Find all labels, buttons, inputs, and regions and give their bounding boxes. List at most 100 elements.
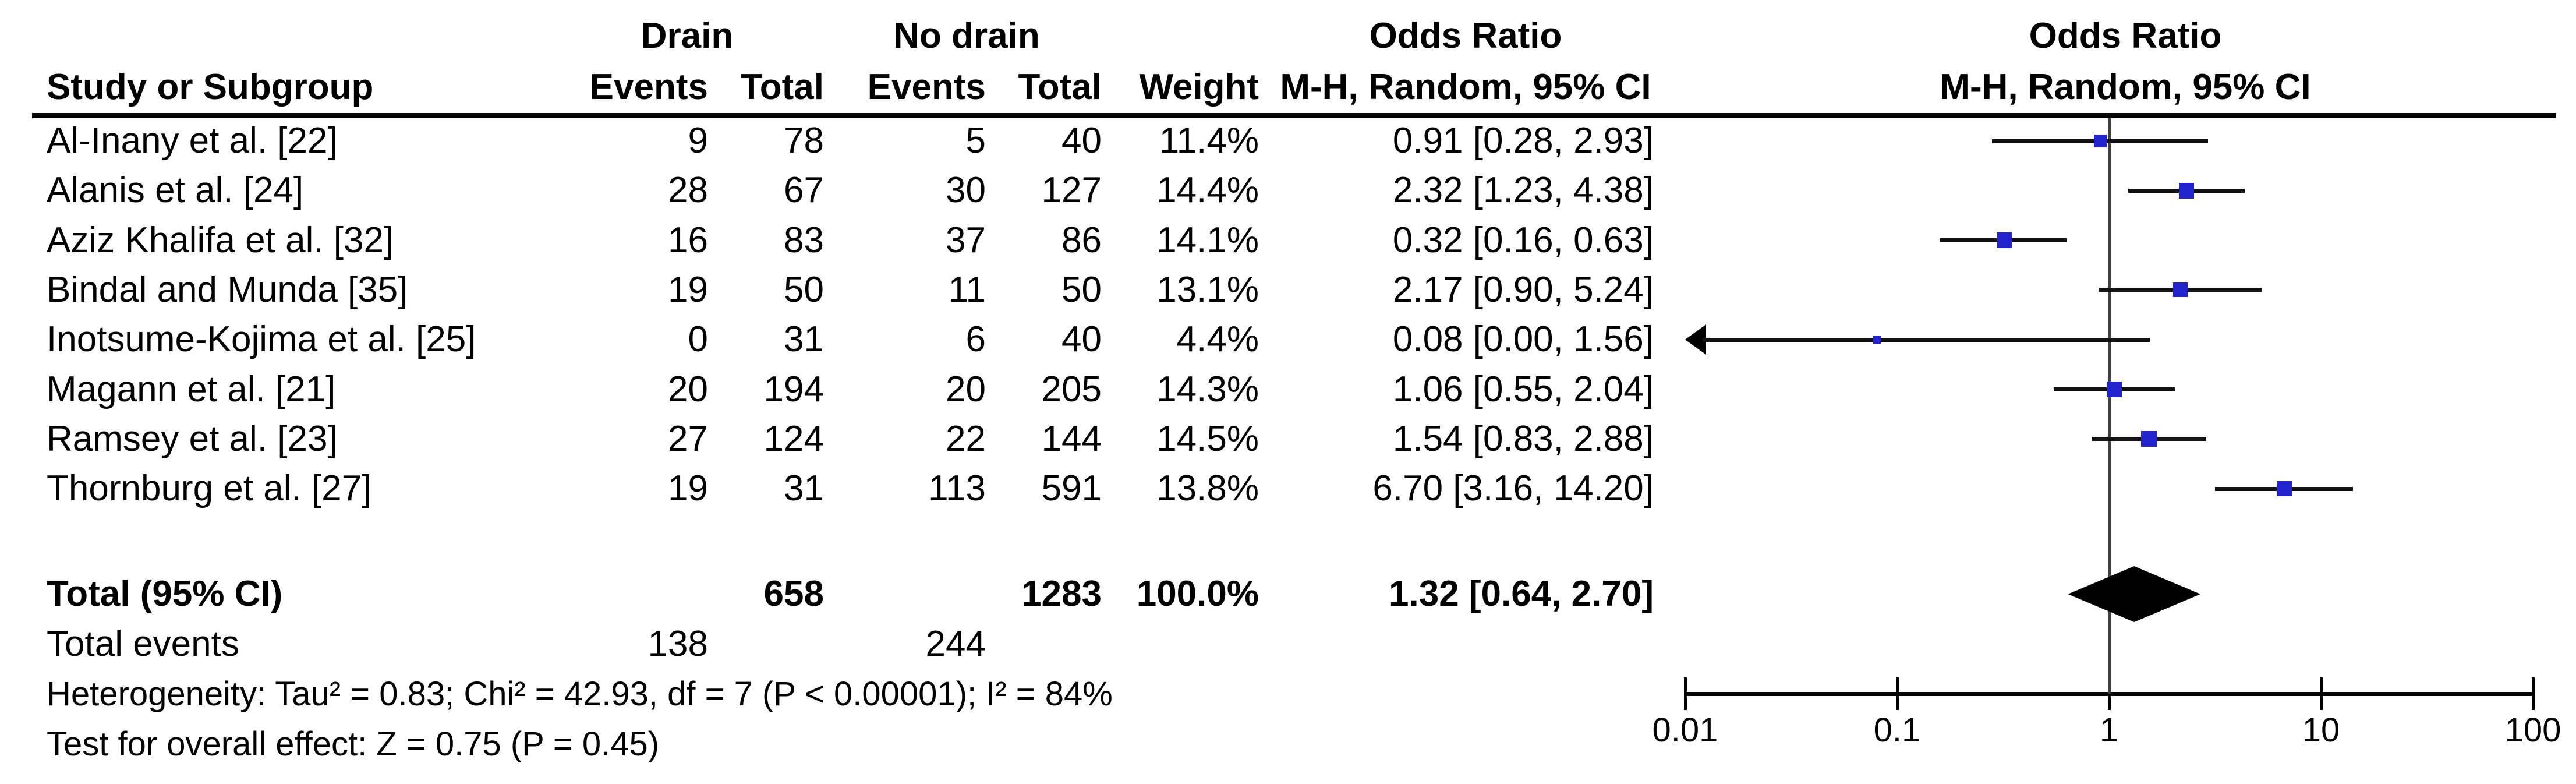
study-drain-events: 28: [668, 170, 708, 211]
total-nodrain-total: 1283: [1021, 574, 1102, 614]
study-weight: 14.5%: [1156, 418, 1259, 459]
header-drain-total: Total: [740, 67, 825, 107]
effect-estimate-marker: [2178, 182, 2195, 199]
x-axis-tick: [2319, 677, 2323, 710]
header-group-drain: Drain: [641, 16, 734, 56]
study-or-ci-text: 2.32 [1.23, 4.38]: [1392, 170, 1654, 211]
pooled-estimate-diamond: [2068, 566, 2200, 622]
study-or-ci-text: 0.08 [0.00, 1.56]: [1392, 319, 1654, 360]
study-weight: 14.3%: [1156, 369, 1259, 409]
study-name: Aziz Khalifa et al. [32]: [47, 220, 394, 260]
effect-estimate-marker: [1872, 336, 1881, 344]
header-or-title: Odds Ratio: [1369, 16, 1562, 56]
study-nodrain-total: 144: [1041, 418, 1102, 459]
header-nodrain-total: Total: [1018, 67, 1102, 107]
effect-estimate-marker: [2106, 382, 2122, 397]
effect-estimate-marker: [2140, 431, 2157, 447]
study-nodrain-events: 30: [946, 170, 986, 211]
study-drain-events: 0: [688, 319, 708, 360]
x-axis-tick-label: 10: [2302, 711, 2340, 749]
study-drain-events: 16: [668, 220, 708, 260]
study-name: Bindal and Munda [35]: [47, 269, 408, 310]
x-axis-tick: [1895, 677, 1899, 710]
header-group-nodrain: No drain: [893, 16, 1040, 56]
study-drain-events: 19: [668, 269, 708, 310]
study-drain-total: 50: [784, 269, 824, 310]
null-effect-vertical-line: [2107, 118, 2111, 694]
study-name: Ramsey et al. [23]: [47, 418, 338, 459]
effect-estimate-marker: [2093, 134, 2107, 148]
header-weight: Weight: [1139, 67, 1259, 107]
study-drain-total: 67: [784, 170, 824, 211]
study-drain-events: 20: [668, 369, 708, 409]
header-plot-subtitle: M-H, Random, 95% CI: [1940, 67, 2311, 107]
total-weight: 100.0%: [1136, 574, 1259, 614]
study-or-ci-text: 2.17 [0.90, 5.24]: [1392, 269, 1654, 310]
study-weight: 14.4%: [1156, 170, 1259, 211]
effect-estimate-marker: [1996, 232, 2012, 248]
study-weight: 14.1%: [1156, 220, 1259, 260]
header-or-subtitle: M-H, Random, 95% CI: [1280, 67, 1651, 107]
study-or-ci-text: 6.70 [3.16, 14.20]: [1372, 468, 1654, 509]
study-drain-total: 194: [763, 369, 824, 409]
total-events-nodrain: 244: [925, 624, 986, 664]
study-weight: 4.4%: [1176, 319, 1259, 360]
header-study-column: Study or Subgroup: [47, 67, 374, 107]
study-drain-total: 83: [784, 220, 824, 260]
study-weight: 13.8%: [1156, 468, 1259, 509]
study-nodrain-total: 40: [1061, 319, 1102, 360]
study-nodrain-events: 11: [948, 269, 986, 310]
x-axis-tick-label: 1: [2099, 711, 2119, 749]
study-nodrain-events: 37: [946, 220, 986, 260]
header-nodrain-events: Events: [867, 67, 986, 107]
study-weight: 13.1%: [1156, 269, 1259, 310]
x-axis-tick-label: 0.1: [1873, 711, 1921, 749]
x-axis-tick-label: 100: [2504, 711, 2561, 749]
study-or-ci-text: 0.91 [0.28, 2.93]: [1392, 121, 1654, 161]
study-drain-total: 31: [784, 319, 824, 360]
x-axis-tick: [1683, 677, 1687, 710]
study-name: Al-Inany et al. [22]: [47, 121, 338, 161]
x-axis-tick: [2531, 677, 2535, 710]
study-nodrain-total: 86: [1061, 220, 1102, 260]
study-nodrain-total: 40: [1061, 121, 1102, 161]
study-drain-events: 9: [688, 121, 708, 161]
total-row-label: Total (95% CI): [47, 574, 283, 614]
total-or-ci-text: 1.32 [0.64, 2.70]: [1389, 574, 1654, 614]
study-name: Magann et al. [21]: [47, 369, 336, 409]
total-events-label: Total events: [47, 624, 239, 664]
study-drain-events: 27: [668, 418, 708, 459]
study-weight: 11.4%: [1159, 121, 1259, 161]
study-or-ci-text: 0.32 [0.16, 0.63]: [1392, 220, 1654, 260]
header-plot-title: Odds Ratio: [2029, 16, 2222, 56]
heterogeneity-statistics: Heterogeneity: Tau² = 0.83; Chi² = 42.93…: [47, 675, 1113, 713]
study-nodrain-events: 20: [946, 369, 986, 409]
study-nodrain-events: 6: [965, 319, 986, 360]
study-drain-total: 31: [784, 468, 824, 509]
header-drain-events: Events: [589, 67, 708, 107]
study-nodrain-total: 50: [1061, 269, 1102, 310]
overall-effect-test: Test for overall effect: Z = 0.75 (P = 0…: [47, 725, 660, 763]
study-name: Alanis et al. [24]: [47, 170, 304, 211]
study-or-ci-text: 1.06 [0.55, 2.04]: [1392, 369, 1654, 409]
study-nodrain-events: 5: [965, 121, 986, 161]
study-nodrain-events: 22: [946, 418, 986, 459]
study-nodrain-events: 113: [928, 468, 986, 509]
effect-estimate-marker: [2276, 481, 2292, 497]
x-axis-tick-label: 0.01: [1652, 711, 1718, 749]
total-drain-total: 658: [763, 574, 824, 614]
study-name: Thornburg et al. [27]: [47, 468, 372, 509]
study-drain-events: 19: [668, 468, 708, 509]
study-nodrain-total: 127: [1041, 170, 1102, 211]
study-nodrain-total: 205: [1041, 369, 1102, 409]
x-axis-tick: [2107, 677, 2111, 710]
total-events-drain: 138: [647, 624, 708, 664]
study-nodrain-total: 591: [1041, 468, 1102, 509]
study-drain-total: 124: [763, 418, 824, 459]
effect-estimate-marker: [2172, 282, 2188, 298]
study-or-ci-text: 1.54 [0.83, 2.88]: [1392, 418, 1654, 459]
header-divider-rule: [32, 113, 2556, 118]
study-drain-total: 78: [784, 121, 824, 161]
study-name: Inotsume-Kojima et al. [25]: [47, 319, 476, 360]
